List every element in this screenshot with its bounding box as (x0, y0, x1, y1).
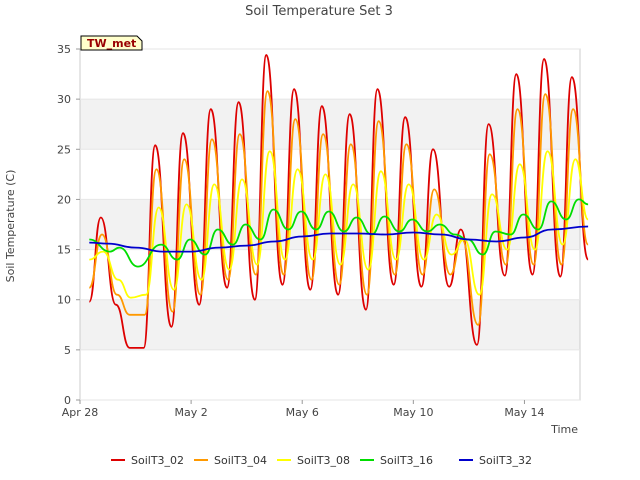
x-tick-label: May 2 (174, 406, 207, 419)
x-axis-ticks: Apr 28 May 2 May 6 May 10 May 14 (62, 400, 545, 419)
y-tick-label: 20 (57, 193, 71, 206)
annotation-label: TW_met (87, 37, 136, 50)
series-line-soilt3-08 (89, 150, 589, 299)
y-tick-label: 10 (57, 294, 71, 307)
series-line-soilt3-32 (89, 225, 589, 253)
annotation-box: TW_met (80, 35, 143, 51)
chart-title: Soil Temperature Set 3 (245, 4, 393, 19)
y-tick-label: 25 (57, 143, 71, 156)
x-tick-label: Apr 28 (62, 406, 99, 419)
legend-label: SoilT3_08 (297, 454, 350, 467)
legend-label: SoilT3_32 (479, 454, 532, 467)
series-line-soilt3-04 (88, 90, 589, 326)
y-tick-label: 5 (64, 344, 71, 357)
y-tick-label: 0 (64, 394, 71, 407)
y-axis-label: Soil Temperature (C) (4, 170, 17, 283)
x-tick-label: May 14 (504, 406, 544, 419)
legend-label: SoilT3_16 (380, 454, 433, 467)
y-tick-label: 15 (57, 244, 71, 257)
annotation-shape (80, 35, 143, 51)
x-tick-label: May 6 (286, 406, 319, 419)
series-line-soilt3-16 (89, 198, 589, 268)
legend: SoilT3_02 SoilT3_04 SoilT3_08 SoilT3_16 Soil… (111, 454, 532, 467)
y-tick-label: 30 (57, 93, 71, 106)
y-tick-label: 35 (57, 43, 71, 56)
series-lines (88, 54, 589, 349)
x-axis-label: Time (550, 423, 578, 436)
legend-label: SoilT3_04 (214, 454, 267, 467)
legend-label: SoilT3_02 (131, 454, 184, 467)
grid-band (80, 99, 580, 150)
grid-band (80, 299, 580, 350)
x-tick-label: May 10 (393, 406, 433, 419)
